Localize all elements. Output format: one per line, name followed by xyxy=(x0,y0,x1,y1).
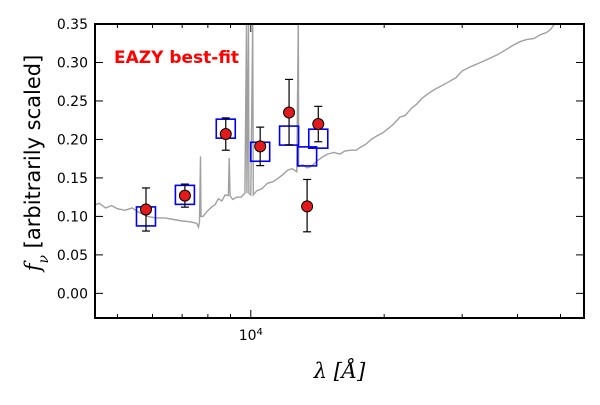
x-axis-label-symbol: λ xyxy=(313,359,327,383)
y-axis-label-subscript: ν xyxy=(36,255,52,264)
annotation-label: EAZY best-fit xyxy=(114,48,239,68)
observed-point xyxy=(283,78,296,146)
plot-data-layer xyxy=(95,24,556,233)
observed-flux-marker xyxy=(139,203,152,216)
observed-point xyxy=(139,187,152,232)
plot-frame xyxy=(94,23,585,319)
x-axis-label: λ [Å] xyxy=(313,358,366,383)
observed-point xyxy=(219,117,232,151)
observed-flux-marker xyxy=(312,118,325,131)
model-flux-marker xyxy=(296,146,318,167)
x-tick-label-base: 10 xyxy=(239,328,257,344)
y-tick-label: 0.35 xyxy=(57,17,88,33)
y-axis-label-symbol: f xyxy=(21,260,45,273)
y-tick-label: 0.00 xyxy=(57,286,88,302)
x-tick-label-exponent: 4 xyxy=(257,327,263,338)
observed-flux-marker xyxy=(254,140,267,153)
x-axis-label-unit: [Å] xyxy=(327,358,366,383)
observed-flux-marker xyxy=(301,200,314,213)
plot-clip-group xyxy=(95,24,556,233)
observed-flux-marker xyxy=(283,106,296,119)
y-tick-label: 0.05 xyxy=(57,248,88,264)
axes-layer: 0.00 0.05 0.10 0.15 0.20 0.25 0.30 0.35 104 xyxy=(57,17,584,344)
observed-point xyxy=(301,178,314,233)
y-tick-label: 0.25 xyxy=(57,94,88,110)
observed-point xyxy=(178,183,191,208)
observed-point xyxy=(312,105,325,143)
y-tick-label: 0.10 xyxy=(57,209,88,225)
x-tick-label: 104 xyxy=(239,327,263,345)
y-tick-label: 0.15 xyxy=(57,171,88,187)
y-tick-label: 0.20 xyxy=(57,132,88,148)
observed-flux-marker xyxy=(178,189,191,202)
y-axis-label-text: [arbitrarily scaled] xyxy=(21,55,45,255)
y-tick-label: 0.30 xyxy=(57,55,88,71)
y-axis-label: fν [arbitrarily scaled] xyxy=(21,55,52,274)
observed-point xyxy=(254,126,267,167)
template-spectrum-line xyxy=(95,24,556,230)
observed-flux-marker xyxy=(219,128,232,141)
